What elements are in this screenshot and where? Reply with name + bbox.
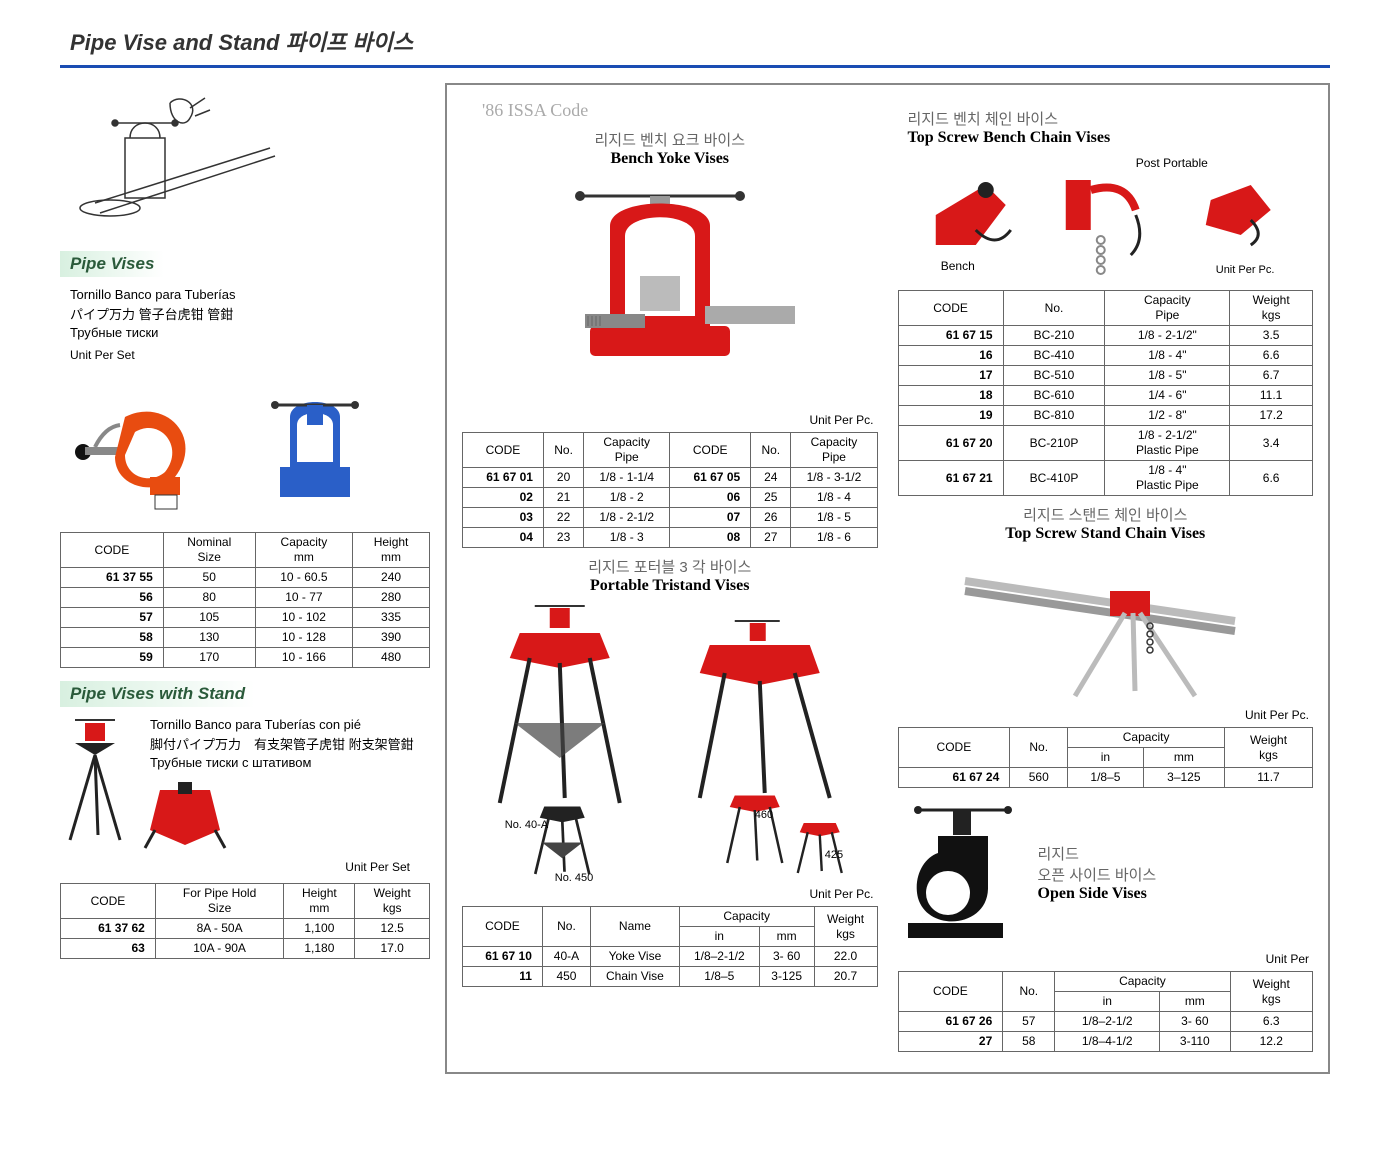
os-kor: 리지드 오픈 사이드 바이스 — [1038, 843, 1157, 885]
ts-kor: 리지드 포터블 3 각 바이스 — [462, 556, 878, 577]
by-kor: 리지드 벤치 요크 바이스 — [462, 129, 878, 150]
svg-text:Unit Per Pc.: Unit Per Pc. — [1215, 264, 1274, 276]
issa-label: '86 ISSA Code — [482, 100, 878, 121]
ts-unit: Unit Per Pc. — [462, 887, 874, 901]
svg-text:Bench: Bench — [940, 259, 974, 273]
bench-yoke-image — [462, 176, 878, 409]
pv-sub1: Tornillo Banco para Tuberías — [70, 287, 430, 302]
pv-images — [60, 372, 430, 522]
pvs-table: CODEFor Pipe HoldSizeHeightmmWeightkgs61… — [60, 883, 430, 959]
pvs-sub3: Трубные тиски с штативом — [150, 755, 430, 770]
lbl-425: 425 — [825, 849, 843, 861]
page-title: Pipe Vise and Stand 파이프 바이스 — [60, 20, 1330, 68]
bench-yoke-title: 리지드 벤치 요크 바이스 Bench Yoke Vises — [462, 129, 878, 168]
bc-table: CODENo.CapacityPipeWeightkgs61 67 15BC-2… — [898, 290, 1314, 496]
ts-table: CODENo.NameCapacityWeightkgsinmm61 67 10… — [462, 906, 878, 987]
stand-vise-icon — [60, 715, 130, 845]
os-unit: Unit Per — [898, 952, 1310, 966]
content: Pipe Vises Tornillo Banco para Tuberías … — [60, 83, 1330, 1074]
sc-table: CODENo.CapacityWeightkgsinmm61 67 245601… — [898, 727, 1314, 788]
stand-vise-icon-2 — [140, 780, 230, 850]
pvs-header: Pipe Vises with Stand — [60, 681, 255, 707]
ts-eng: Portable Tristand Vises — [462, 577, 878, 595]
by-unit: Unit Per Pc. — [462, 413, 874, 427]
pv-table: CODENominalSizeCapacitymmHeightmm61 37 5… — [60, 532, 430, 668]
by-eng: Bench Yoke Vises — [462, 150, 878, 168]
pv-sub3: Трубные тиски — [70, 325, 430, 340]
bench-chain-images: Bench Post Portable Unit Per Pc. — [898, 155, 1314, 285]
sc-eng: Top Screw Stand Chain Vises — [898, 525, 1314, 543]
stand-chain-title: 리지드 스탠드 체인 바이스 Top Screw Stand Chain Vis… — [898, 504, 1314, 543]
os-table: CODENo.CapacityWeightkgsinmm61 67 26571/… — [898, 971, 1314, 1052]
sc-unit: Unit Per Pc. — [898, 708, 1310, 722]
os-eng: Open Side Vises — [1038, 885, 1157, 903]
mid-column: '86 ISSA Code 리지드 벤치 요크 바이스 Bench Yoke V… — [462, 100, 878, 1057]
pvs-sub2: 脚付パイプ万力 有支架管子虎钳 附支架管鉗 — [150, 734, 430, 753]
tristand-images: No. 40-A No. 450 460 425 — [462, 603, 878, 883]
right-column: 리지드 벤치 체인 바이스 Top Screw Bench Chain Vise… — [898, 100, 1314, 1057]
pvs-sub1: Tornillo Banco para Tuberías con pié — [150, 717, 430, 732]
blue-vise-icon — [250, 372, 380, 522]
lbl-40a: No. 40-A — [505, 819, 549, 831]
right-box: '86 ISSA Code 리지드 벤치 요크 바이스 Bench Yoke V… — [445, 83, 1330, 1074]
lbl-450: No. 450 — [555, 872, 594, 883]
bc-eng: Top Screw Bench Chain Vises — [908, 129, 1314, 147]
open-side-image — [898, 798, 1028, 948]
bench-chain-title: 리지드 벤치 체인 바이스 Top Screw Bench Chain Vise… — [908, 108, 1314, 147]
pv-sub2: パイプ万力 管子台虎钳 管鉗 — [70, 304, 430, 323]
vise-sketch — [60, 83, 360, 243]
bc-kor: 리지드 벤치 체인 바이스 — [908, 108, 1314, 129]
by-table: CODENo.CapacityPipeCODENo.CapacityPipe61… — [462, 432, 878, 548]
lbl-460: 460 — [755, 809, 773, 821]
pvs-unit: Unit Per Set — [150, 860, 410, 874]
tristand-title: 리지드 포터블 3 각 바이스 Portable Tristand Vises — [462, 556, 878, 595]
stand-chain-image — [898, 551, 1314, 704]
pv-unit: Unit Per Set — [70, 348, 430, 362]
orange-vise-icon — [60, 372, 240, 522]
left-column: Pipe Vises Tornillo Banco para Tuberías … — [60, 83, 430, 964]
svg-text:Post Portable: Post Portable — [1135, 156, 1207, 170]
sc-kor: 리지드 스탠드 체인 바이스 — [898, 504, 1314, 525]
pipe-vises-header: Pipe Vises — [60, 251, 164, 277]
open-side-title: 리지드 오픈 사이드 바이스 Open Side Vises — [1038, 843, 1157, 903]
